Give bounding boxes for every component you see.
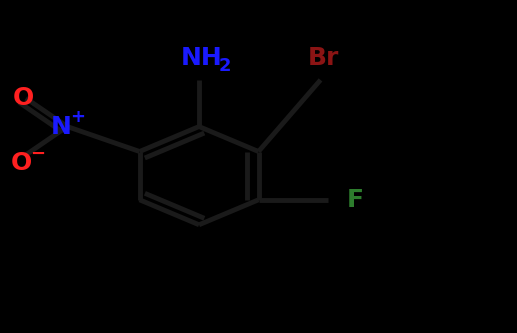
- Text: NH: NH: [181, 46, 222, 70]
- Text: −: −: [30, 145, 45, 163]
- Text: Br: Br: [308, 46, 339, 70]
- Text: O: O: [10, 151, 32, 175]
- Text: O: O: [13, 86, 34, 110]
- Text: F: F: [346, 188, 363, 212]
- Text: N: N: [51, 115, 71, 139]
- Text: +: +: [70, 108, 85, 126]
- Text: 2: 2: [219, 57, 231, 75]
